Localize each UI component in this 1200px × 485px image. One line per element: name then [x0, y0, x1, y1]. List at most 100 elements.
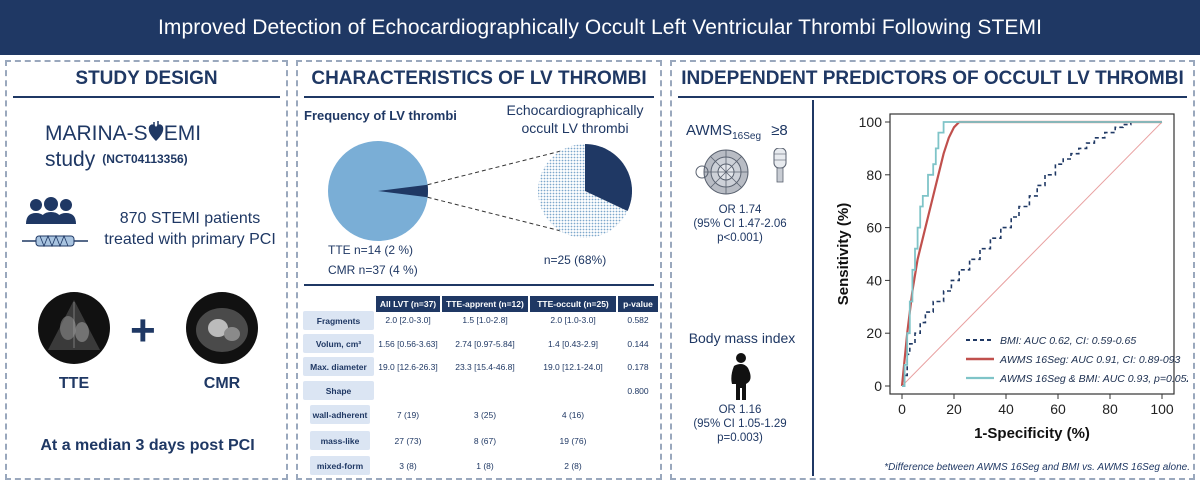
- legend-label: AWMS 16Seg & BMI: AUC 0.93, p=0.052*: [999, 373, 1188, 385]
- x-tick-label: 60: [1050, 401, 1066, 417]
- table-cell: 0.800: [627, 386, 649, 396]
- table-row-label: mass-like: [310, 431, 370, 450]
- page-title: Improved Detection of Echocardiographica…: [157, 15, 1043, 39]
- cmr-image: [186, 292, 258, 364]
- table-header: p-value: [618, 296, 658, 312]
- pie-slice-apparent: [585, 144, 632, 212]
- table-cell: 1.5 [1.0-2.8]: [462, 315, 508, 325]
- y-tick-label: 80: [866, 167, 882, 183]
- table-cell: 1.4 [0.43-2.9]: [547, 339, 599, 349]
- table-row-label: mixed-form: [310, 456, 370, 475]
- title-divider: [678, 96, 1187, 98]
- roc-curves: [900, 120, 1163, 387]
- table-cell: 0.178: [627, 362, 649, 372]
- roc-legend: BMI: AUC 0.62, CI: 0.59-0.65 AWMS 16Seg: …: [966, 335, 1188, 385]
- table-cell: 7 (19): [396, 410, 420, 420]
- predictors-title: INDEPENDENT PREDICTORS OF OCCULT LV THRO…: [681, 68, 1184, 89]
- table-cell: 1.56 [0.56-3.63]: [378, 339, 438, 349]
- x-tick-label: 80: [1102, 401, 1118, 417]
- occult-label-line1: Echocardiographically: [506, 102, 644, 118]
- table-row-label: Volum, cm³: [303, 334, 374, 353]
- bmi-ci: (95% CI 1.05-1.29: [693, 418, 787, 430]
- study-design-panel: STUDY DESIGN: [5, 60, 288, 480]
- y-tick-label: 100: [859, 114, 883, 130]
- table-header: TTE-occult (n=25): [530, 296, 616, 312]
- roc-axes: 0 20 40 60 80 100 0 20 40 60 80 100 1-Specificity (%…: [835, 113, 1175, 442]
- roc-chart: 0 20 40 60 80 100 0 20 40 60 80 100 1-Specificity (%…: [835, 113, 1188, 442]
- table-header: All LVT (n=37): [376, 296, 440, 312]
- frequency-pie: [328, 141, 428, 241]
- x-axis-label: 1-Specificity (%): [974, 425, 1090, 442]
- table-cell: 2.0 [2.0-3.0]: [385, 315, 431, 325]
- nct-number: (NCT04113356): [102, 152, 188, 166]
- table-cell: 19 (76): [559, 436, 587, 446]
- x-tick-label: 40: [998, 401, 1014, 417]
- table-row-label: Max. diameter: [303, 357, 374, 376]
- roc-curve-combined: [902, 121, 1162, 387]
- patients-count: 870 STEMI patients: [119, 210, 261, 227]
- vertical-divider: [812, 100, 814, 476]
- table-cell: 2.0 [1.0-3.0]: [550, 315, 596, 325]
- table-cell: 3 (25): [473, 410, 497, 420]
- table-cell: 19.0 [12.1-24.0]: [543, 362, 603, 372]
- table-cell: 8 (67): [473, 436, 497, 446]
- page-header: Improved Detection of Echocardiographica…: [0, 0, 1200, 55]
- characteristics-panel: CHARACTERISTICS OF LV THROMBI: [296, 60, 662, 480]
- roc-curve-bmi: [902, 121, 1162, 387]
- pie-connector-top: [427, 149, 566, 186]
- predictors-panel: INDEPENDENT PREDICTORS OF OCCULT LV THRO…: [670, 60, 1195, 480]
- table-cell: 0.582: [627, 315, 649, 325]
- table-row-label: wall-adherent: [310, 405, 370, 424]
- bmi-odds-ratio: OR 1.16: [718, 404, 762, 416]
- bullseye-plot-icon: [694, 147, 794, 201]
- x-tick-label: 20: [946, 401, 962, 417]
- tte-label: TTE: [58, 375, 90, 392]
- awms-label: AWMS16Seg ≥8: [686, 122, 788, 142]
- plus-sign: +: [130, 306, 156, 355]
- cmr-label: CMR: [203, 375, 241, 392]
- table-cell: 23.3 [15.4-46.8]: [455, 362, 515, 372]
- study-design-title: STUDY DESIGN: [75, 68, 218, 89]
- y-tick-label: 60: [866, 220, 882, 236]
- patients-icon: [16, 196, 86, 241]
- title-divider: [13, 96, 280, 98]
- table-row-label: Fragments: [303, 311, 374, 330]
- table-row-label: Shape: [303, 381, 374, 400]
- table-cell: 4 (16): [561, 410, 585, 420]
- table-cell: 2 (8): [564, 461, 582, 471]
- y-tick-label: 0: [874, 378, 882, 394]
- occult-pie: [538, 144, 632, 238]
- pie-slice-thrombi: [378, 184, 428, 198]
- table-cell: 19.0 [12.6-26.3]: [378, 362, 438, 372]
- table-cell: 3 (8): [399, 461, 417, 471]
- timing-text: At a median 3 days post PCI: [40, 437, 255, 454]
- awms-odds-ratio: OR 1.74: [718, 204, 762, 216]
- table-header: TTE-apprent (n=12): [442, 296, 528, 312]
- section-divider: [304, 284, 654, 286]
- bmi-label: Body mass index: [688, 330, 796, 346]
- stent-icon: [22, 234, 88, 253]
- heart-icon: [148, 120, 164, 148]
- characteristics-title: CHARACTERISTICS OF LV THROMBI: [311, 68, 647, 89]
- legend-label: AWMS 16Seg: AUC 0.91, CI: 0.89-093: [999, 354, 1181, 366]
- frequency-label: Frequency of LV thrombi: [304, 108, 457, 123]
- plot-frame: [889, 113, 1175, 395]
- table-cell: 27 (73): [394, 436, 422, 446]
- occult-label-line2: occult LV thrombi: [521, 120, 629, 136]
- legend-label: BMI: AUC 0.62, CI: 0.59-0.65: [1000, 335, 1136, 347]
- title-divider: [304, 96, 654, 98]
- table-cell: 0.144: [627, 339, 649, 349]
- pie-connector-bottom: [427, 196, 566, 233]
- bmi-p-value: p=0.003): [717, 432, 763, 444]
- x-tick-label: 100: [1150, 401, 1174, 417]
- cmr-frequency: CMR n=37 (4 %): [328, 263, 418, 277]
- footnote: *Difference between AWMS 16Seg and BMI v…: [884, 462, 1190, 473]
- tte-image: [38, 292, 110, 364]
- awms-p-value: p<0.001): [717, 232, 763, 244]
- occult-count: n=25 (68%): [543, 253, 607, 267]
- study-name: MARINA-S EMI study: [45, 120, 202, 171]
- x-tick-label: 0: [898, 401, 906, 417]
- y-tick-label: 20: [866, 325, 882, 341]
- tte-frequency: TTE n=14 (2 %): [328, 243, 414, 257]
- person-icon: [728, 352, 754, 407]
